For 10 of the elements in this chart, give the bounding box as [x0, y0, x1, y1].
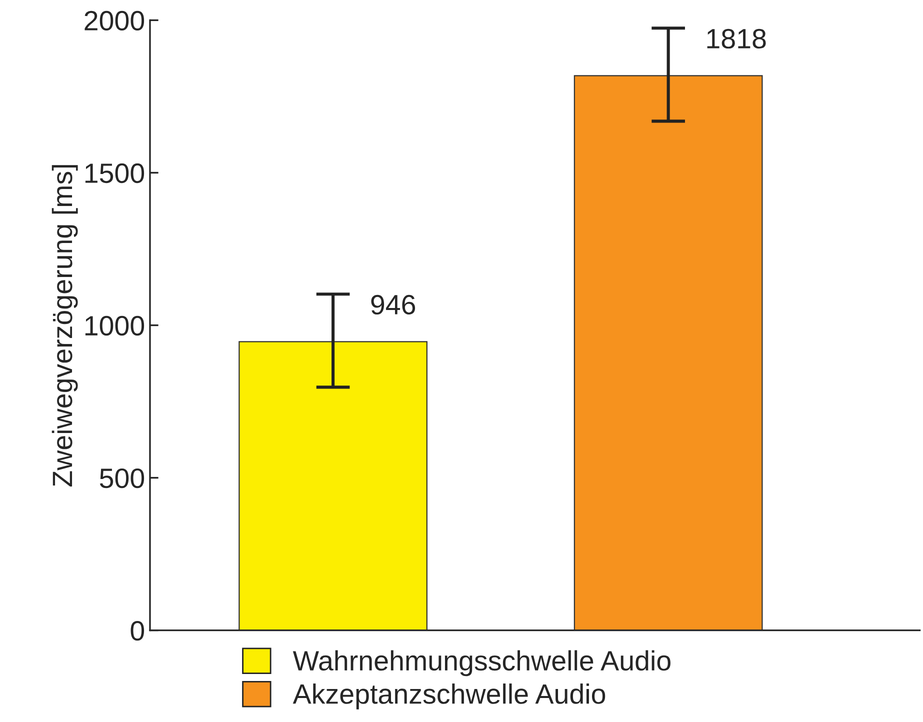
- y-tick-label: 2000: [84, 10, 144, 31]
- legend-label: Wahrnehmungsschwelle Audio: [292, 650, 670, 676]
- y-axis-title: Zweiwegverzögerung [ms]: [52, 165, 78, 486]
- y-tick-label: 0: [130, 620, 144, 641]
- y-tick-label: 1000: [85, 316, 144, 336]
- data-label: 1818: [707, 28, 766, 49]
- y-tick-label: 500: [100, 468, 144, 488]
- data-label: 946: [371, 294, 416, 315]
- legend-label: Akzeptanzschwelle Audio: [292, 683, 606, 710]
- y-tick-label: 1500: [85, 163, 144, 184]
